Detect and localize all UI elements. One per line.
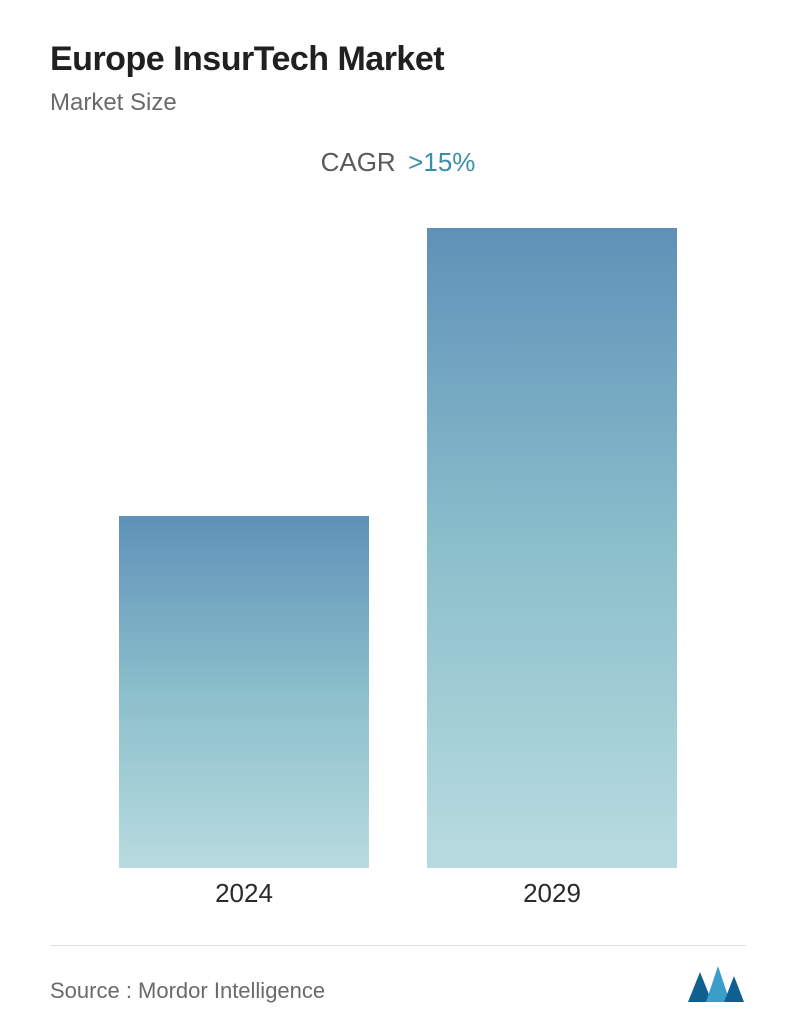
cagr-label: CAGR: [321, 147, 396, 177]
footer: Source : Mordor Intelligence: [50, 945, 746, 1004]
source-text: Source : Mordor Intelligence: [50, 978, 325, 1004]
mordor-logo-icon: [686, 964, 746, 1004]
bar-label: 2024: [215, 878, 273, 908]
page-subtitle: Market Size: [50, 89, 746, 117]
cagr-row: CAGR >15%: [50, 147, 746, 178]
bar-chart: [50, 228, 746, 868]
bar-label: 2029: [523, 878, 581, 908]
chart-bar: [119, 516, 369, 868]
chart-bar: [427, 228, 677, 868]
page-title: Europe InsurTech Market: [50, 40, 746, 79]
cagr-value: >15%: [408, 147, 475, 177]
x-axis-labels: 2024 2029: [50, 878, 746, 909]
